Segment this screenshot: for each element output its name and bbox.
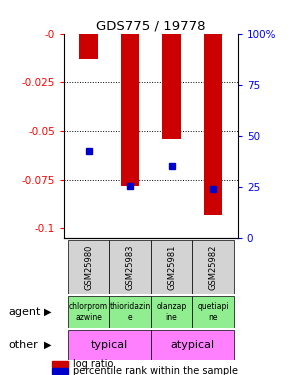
Text: ▶: ▶ <box>44 307 52 317</box>
Text: other: other <box>9 340 39 350</box>
Text: atypical: atypical <box>170 340 214 350</box>
Bar <box>109 296 151 328</box>
Bar <box>151 330 234 360</box>
Bar <box>192 296 234 328</box>
Text: agent: agent <box>9 307 41 317</box>
Text: percentile rank within the sample: percentile rank within the sample <box>73 366 238 375</box>
Bar <box>52 369 68 374</box>
Text: thioridazin
e: thioridazin e <box>109 303 151 322</box>
Bar <box>109 240 151 294</box>
Text: GSM25982: GSM25982 <box>209 244 218 290</box>
Text: GSM25981: GSM25981 <box>167 244 176 290</box>
Bar <box>52 362 68 367</box>
Text: GSM25980: GSM25980 <box>84 244 93 290</box>
Bar <box>79 34 98 59</box>
Bar <box>68 330 151 360</box>
Bar <box>68 240 109 294</box>
Text: typical: typical <box>91 340 128 350</box>
Bar <box>68 296 109 328</box>
Text: log ratio: log ratio <box>73 359 113 369</box>
Title: GDS775 / 19778: GDS775 / 19778 <box>96 20 206 33</box>
Bar <box>162 34 181 139</box>
Bar <box>121 34 139 186</box>
Text: chlorprom
azwine: chlorprom azwine <box>69 303 108 322</box>
Text: quetiapi
ne: quetiapi ne <box>197 303 229 322</box>
Text: olanzap
ine: olanzap ine <box>156 303 187 322</box>
Bar <box>151 240 192 294</box>
Bar <box>151 296 192 328</box>
Bar <box>192 240 234 294</box>
Text: ▶: ▶ <box>44 340 52 350</box>
Text: GSM25983: GSM25983 <box>126 244 135 290</box>
Bar <box>204 34 222 215</box>
